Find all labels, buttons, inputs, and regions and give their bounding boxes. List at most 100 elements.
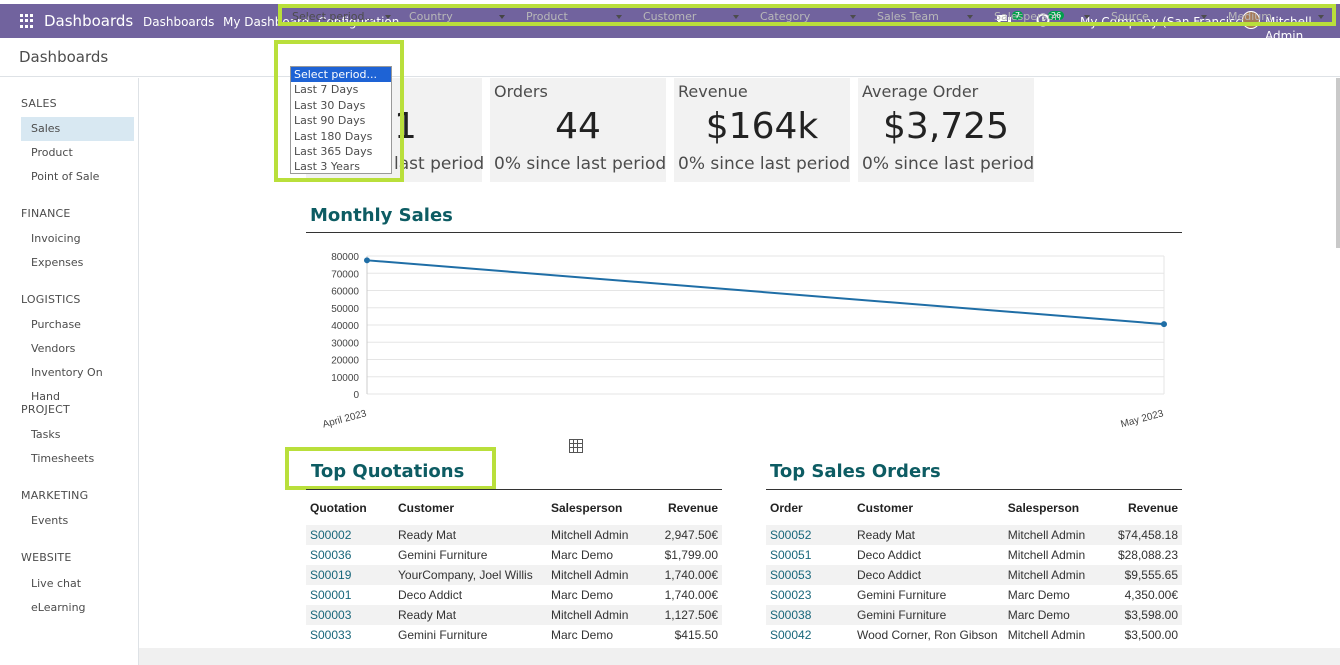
highlight-frame [274, 40, 404, 182]
salesperson-cell: Marc Demo [551, 548, 614, 562]
table-row[interactable]: S00038 Gemini Furniture Marc Demo $3,598.00 [766, 605, 1182, 625]
record-link[interactable]: S00033 [310, 628, 352, 642]
record-link[interactable]: S00003 [306, 605, 394, 625]
salesperson-cell: Mitchell Admin [547, 565, 658, 585]
filter-medium[interactable]: Medium [1228, 10, 1272, 23]
salesperson-cell: Mitchell Admin [1003, 565, 1114, 585]
y-tick-label: 20000 [331, 356, 359, 367]
chevron-down-icon [385, 15, 391, 19]
customer-cell: Gemini Furniture [852, 605, 1004, 625]
table-row[interactable]: S00053 Deco Addict Mitchell Admin $9,555.65 [766, 565, 1182, 585]
filter-sales-team[interactable]: Sales Team [877, 10, 939, 23]
column-header[interactable]: Salesperson [1007, 501, 1080, 515]
sidebar-item-timesheets[interactable]: Timesheets [31, 452, 95, 465]
revenue-cell: 1,740.00€ [664, 588, 718, 602]
kpi-card-average-order: Average Order $3,725 0% since last perio… [858, 78, 1034, 182]
filter-category[interactable]: Category [760, 10, 811, 23]
filter-source[interactable]: Source [1111, 10, 1149, 23]
table-row[interactable]: S00023 Gemini Furniture Marc Demo 4,350.00€ [766, 585, 1182, 605]
record-link[interactable]: S00001 [310, 588, 352, 602]
revenue-cell: $28,088.23 [1117, 548, 1178, 562]
y-tick-label: 80000 [331, 252, 359, 263]
sidebar-item-events[interactable]: Events [31, 514, 69, 527]
kpi-value: $3,725 [883, 106, 1009, 147]
kpi-card-orders: Orders 44 0% since last period [490, 78, 666, 182]
record-link[interactable]: S00023 [770, 588, 812, 602]
period-option[interactable]: Last 7 Days [294, 83, 359, 97]
period-option[interactable]: Select period... [291, 67, 391, 83]
y-tick-label: 50000 [331, 304, 359, 315]
table-row[interactable]: S00002 Ready Mat Mitchell Admin 2,947.50€ [306, 525, 722, 545]
column-header[interactable]: Order [770, 501, 803, 515]
table-row[interactable]: S00019 YourCompany, Joel Willis Mitchell A… [306, 565, 722, 585]
series-line [366, 259, 1165, 326]
table-row[interactable]: S00042 Wood Corner, Ron Gibson Mitchell Ad… [766, 625, 1182, 645]
sidebar-item-live-chat[interactable]: Live chat [31, 577, 82, 590]
record-link[interactable]: S00002 [306, 525, 394, 545]
kpi-value: 44 [555, 106, 601, 147]
period-option[interactable]: Last 365 Days [294, 144, 373, 158]
revenue-cell: $9,555.65 [1113, 565, 1182, 585]
column-header[interactable]: Revenue [1127, 501, 1178, 515]
record-link[interactable]: S00042 [770, 628, 812, 642]
nav-dashboards[interactable]: Dashboards [143, 15, 215, 29]
record-link[interactable]: S00051 [770, 548, 812, 562]
table-row[interactable]: S00052 Ready Mat Mitchell Admin $74,458.18 [766, 525, 1182, 545]
customer-cell: Ready Mat [852, 525, 1004, 545]
sidebar-item-vendors[interactable]: Vendors [31, 342, 76, 355]
table-grid-icon[interactable] [569, 439, 583, 453]
y-tick-label: 40000 [331, 321, 359, 332]
column-header[interactable]: Quotation [310, 501, 367, 515]
sidebar-item-sales[interactable]: Sales [21, 117, 134, 141]
record-link[interactable]: S00038 [766, 605, 853, 625]
sidebar-section-website: WEBSITE [21, 551, 72, 564]
record-link[interactable]: S00019 [306, 565, 394, 585]
horizontal-scrollbar[interactable] [139, 648, 1340, 665]
table-row[interactable]: S00051 Deco Addict Mitchell Admin $28,088.2… [766, 545, 1182, 565]
filter-salesperson[interactable]: Salesperson [994, 10, 1061, 23]
period-option[interactable]: Last 90 Days [294, 114, 366, 128]
column-header[interactable]: Customer [398, 501, 455, 515]
revenue-cell: 4,350.00€ [1124, 588, 1178, 602]
sidebar-item-invoicing[interactable]: Invoicing [31, 232, 81, 245]
column-header[interactable]: Salesperson [551, 501, 623, 515]
period-dropdown[interactable]: Select period... Last 7 Days Last 30 Day… [290, 66, 392, 174]
filter-country[interactable]: Country [409, 10, 453, 23]
table-row[interactable]: S00003 Ready Mat Mitchell Admin 1,127.50€ [306, 605, 722, 625]
record-link[interactable]: S00053 [766, 565, 853, 585]
breadcrumb: Dashboards [19, 48, 109, 66]
sidebar-item-product[interactable]: Product [31, 146, 73, 159]
table-row[interactable]: S00033 Gemini Furniture Marc Demo $415.50 [306, 625, 722, 645]
y-tick-label: 30000 [331, 338, 359, 349]
record-link[interactable]: S00036 [310, 548, 352, 562]
sidebar-section-project: PROJECT [21, 403, 70, 416]
top-sales-orders-title: Top Sales Orders [770, 461, 941, 482]
revenue-cell: 1,127.50€ [658, 605, 722, 625]
column-header[interactable]: Customer [856, 501, 913, 515]
filter-product[interactable]: Product [526, 10, 568, 23]
period-option[interactable]: Last 30 Days [294, 98, 366, 112]
x-tick-label: May 2023 [1120, 408, 1166, 430]
record-link[interactable]: S00052 [766, 525, 853, 545]
y-tick-label: 70000 [331, 269, 359, 280]
period-option[interactable]: Last 180 Days [294, 129, 373, 143]
kpi-delta: last period [394, 154, 485, 174]
sidebar-item-tasks[interactable]: Tasks [31, 428, 61, 441]
vertical-scrollbar[interactable] [1336, 78, 1340, 248]
sidebar-section-marketing: MARKETING [21, 489, 89, 502]
sidebar-item-purchase[interactable]: Purchase [31, 318, 81, 331]
customer-cell: Deco Addict [856, 548, 922, 562]
sidebar-item-expenses[interactable]: Expenses [31, 256, 84, 269]
column-header[interactable]: Revenue [667, 501, 718, 515]
data-point [364, 257, 370, 264]
table-row[interactable]: S00001 Deco Addict Marc Demo 1,740.00€ [306, 585, 722, 605]
filter-period[interactable]: Select period... [292, 10, 375, 23]
sidebar-item-elearning[interactable]: eLearning [31, 601, 86, 614]
period-option[interactable]: Last 3 Years [294, 160, 360, 174]
app-brand[interactable]: Dashboards [44, 12, 134, 30]
table-row[interactable]: S00036 Gemini Furniture Marc Demo $1,799.00 [306, 545, 722, 565]
filter-customer[interactable]: Customer [643, 10, 697, 23]
sidebar-item-inventory-on-hand[interactable]: Inventory On Hand [31, 366, 103, 403]
app-menu-icon[interactable] [20, 14, 34, 28]
sidebar-item-point-of-sale[interactable]: Point of Sale [31, 170, 100, 183]
